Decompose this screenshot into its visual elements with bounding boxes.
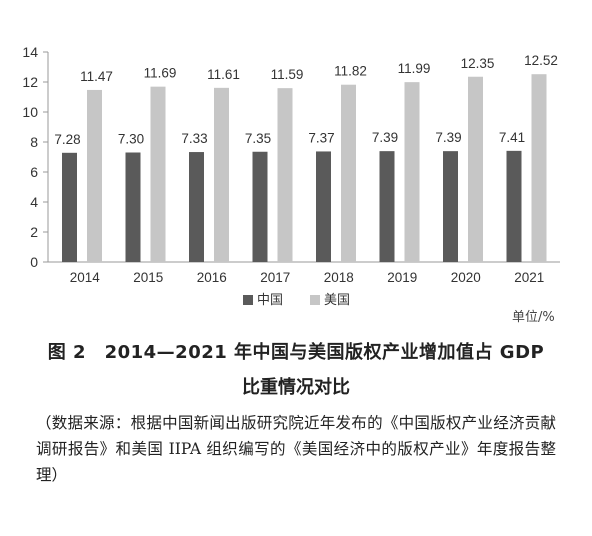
unit-label: 单位/% bbox=[512, 310, 555, 325]
data-label-usa: 12.52 bbox=[524, 53, 558, 68]
x-tick-label: 2015 bbox=[133, 270, 163, 285]
y-tick-label: 10 bbox=[22, 104, 38, 120]
y-tick-label: 8 bbox=[30, 134, 38, 150]
data-label-china: 7.28 bbox=[54, 132, 80, 147]
chart-bars bbox=[62, 74, 547, 263]
legend-swatch-usa bbox=[310, 295, 320, 305]
data-label-china: 7.41 bbox=[499, 130, 525, 145]
chart-value-labels: 7.28 11.47 7.30 11.69 7.33 11.61 7.35 11.59 7.37… bbox=[54, 53, 558, 147]
data-label-china: 7.30 bbox=[118, 132, 144, 147]
data-label-usa: 11.99 bbox=[398, 61, 431, 76]
x-tick-label: 2019 bbox=[387, 270, 417, 285]
data-label-china: 7.39 bbox=[435, 130, 461, 145]
bar-usa bbox=[341, 84, 356, 262]
bar-usa bbox=[531, 74, 547, 262]
bar-china bbox=[125, 152, 141, 262]
data-label-china: 7.39 bbox=[372, 130, 398, 145]
bar-chart: 0 2 4 6 8 10 12 14 2014 2015 2016 2017 2018 2019 2020 2… bbox=[22, 44, 560, 308]
y-tick-label: 12 bbox=[22, 74, 38, 90]
bar-china bbox=[316, 151, 331, 262]
x-tick-label: 2017 bbox=[260, 270, 290, 285]
data-label-usa: 12.35 bbox=[461, 56, 495, 71]
figure-caption-line2: 比重情况对比 bbox=[242, 377, 350, 398]
bar-china bbox=[189, 152, 204, 262]
x-tick-label: 2016 bbox=[197, 270, 227, 285]
bar-usa bbox=[277, 88, 293, 263]
bar-usa bbox=[87, 89, 102, 262]
data-label-usa: 11.82 bbox=[334, 64, 367, 79]
bar-usa bbox=[214, 87, 229, 262]
bar-usa bbox=[150, 86, 166, 263]
y-tick-label: 4 bbox=[30, 194, 38, 210]
chart-legend: 中国 美国 bbox=[243, 293, 350, 308]
bar-china bbox=[62, 152, 77, 262]
data-label-china: 7.37 bbox=[308, 130, 334, 145]
bar-usa bbox=[404, 82, 420, 263]
x-tick-label: 2018 bbox=[324, 270, 354, 285]
x-tick-label: 2020 bbox=[451, 270, 481, 285]
y-tick-label: 2 bbox=[30, 224, 38, 240]
data-label-china: 7.35 bbox=[245, 131, 271, 146]
y-tick-label: 6 bbox=[30, 164, 38, 180]
data-label-usa: 11.69 bbox=[144, 66, 177, 81]
data-source-note: （数据来源：根据中国新闻出版研究院近年发布的《中国版权产业经济贡献调研报告》和美… bbox=[36, 414, 556, 484]
data-label-usa: 11.59 bbox=[271, 67, 304, 82]
y-tick-label: 14 bbox=[22, 44, 38, 60]
data-label-usa: 11.61 bbox=[207, 67, 240, 82]
data-label-usa: 11.47 bbox=[80, 69, 113, 84]
chart-axes: 0 2 4 6 8 10 12 14 2014 2015 2016 2017 2018 2019 2020 2… bbox=[22, 44, 560, 285]
bar-china bbox=[443, 151, 458, 262]
legend-label-china: 中国 bbox=[257, 293, 283, 308]
figure-caption-line1: 图 2 2014—2021 年中国与美国版权产业增加值占 GDP bbox=[47, 342, 545, 363]
bar-china bbox=[506, 150, 522, 262]
legend-swatch-china bbox=[243, 295, 253, 305]
legend-label-usa: 美国 bbox=[324, 293, 350, 308]
data-label-china: 7.33 bbox=[181, 131, 207, 146]
x-tick-label: 2021 bbox=[514, 270, 544, 285]
y-tick-label: 0 bbox=[30, 254, 38, 270]
x-tick-label: 2014 bbox=[70, 270, 101, 285]
bar-china bbox=[379, 151, 395, 262]
bar-usa bbox=[468, 76, 483, 262]
bar-china bbox=[252, 151, 268, 262]
